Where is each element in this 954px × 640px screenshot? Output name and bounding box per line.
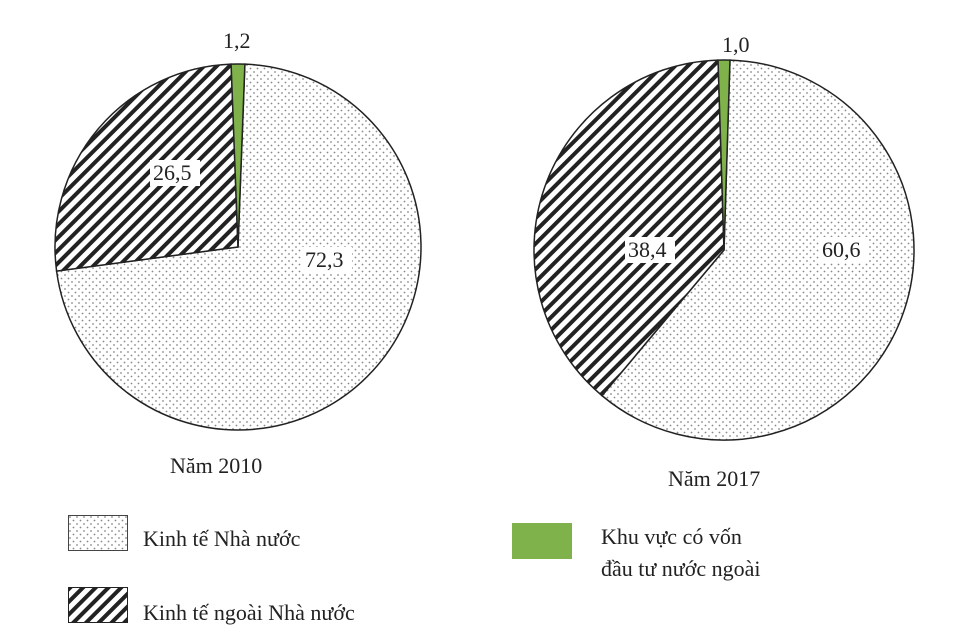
legend-swatch-foreign bbox=[512, 523, 572, 559]
slice-label-background bbox=[150, 160, 200, 186]
slice-state bbox=[55, 63, 422, 431]
slice-label-background bbox=[819, 237, 869, 263]
slice-label-background bbox=[625, 237, 675, 263]
slice-non-state bbox=[533, 59, 725, 397]
pie-chart-2017: 60,6 38,4 1,0 bbox=[533, 32, 915, 441]
slice-value-label: 1,2 bbox=[223, 28, 251, 53]
slice-value-label: 38,4 bbox=[628, 237, 667, 262]
slice-value-label: 60,6 bbox=[822, 237, 861, 262]
pie-2010-title: Năm 2010 bbox=[170, 453, 263, 478]
slice-label-background bbox=[302, 247, 352, 273]
slice-value-label: 72,3 bbox=[305, 247, 344, 272]
slice-foreign bbox=[230, 63, 246, 248]
legend-swatch-state bbox=[68, 515, 128, 551]
pie-2017-title: Năm 2017 bbox=[668, 466, 761, 491]
slice-value-label: 1,0 bbox=[722, 32, 750, 57]
pie-chart-2010: 72,3 26,5 1,2 bbox=[54, 28, 422, 431]
slice-value-label: 26,5 bbox=[153, 160, 192, 185]
legend-label-non-state: Kinh tế ngoài Nhà nước bbox=[143, 600, 355, 625]
legend-label-state: Kinh tế Nhà nước bbox=[143, 526, 301, 551]
legend-swatch-non-state bbox=[68, 587, 128, 623]
legend-label-foreign-line1: Khu vực có vốn bbox=[601, 524, 742, 549]
slice-state bbox=[600, 59, 915, 441]
slice-non-state bbox=[54, 63, 239, 272]
legend-label-foreign-line2: đầu tư nước ngoài bbox=[601, 556, 761, 581]
slice-foreign bbox=[717, 59, 731, 251]
